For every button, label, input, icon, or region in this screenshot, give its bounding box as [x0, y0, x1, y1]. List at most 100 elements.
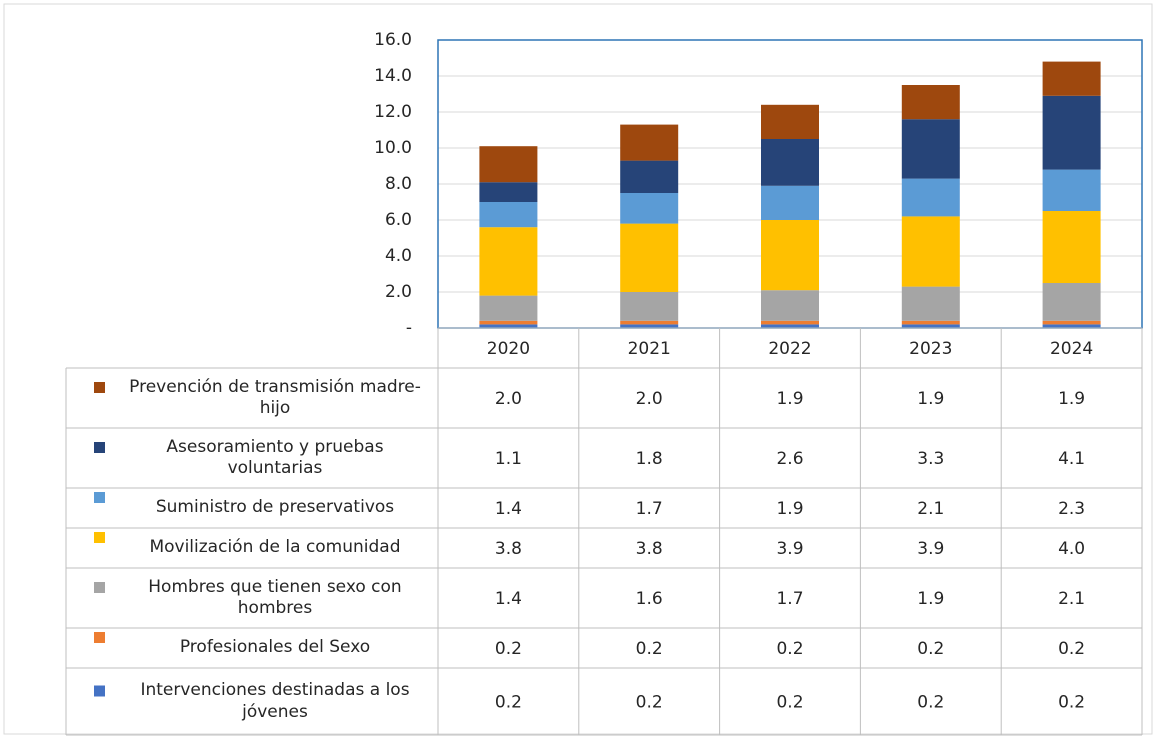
bar-segment	[620, 160, 679, 193]
table-value: 1.4	[495, 499, 522, 519]
table-value: 3.3	[917, 449, 944, 469]
bar-segment	[1042, 61, 1101, 96]
bar-segment	[761, 290, 819, 321]
legend-marker	[94, 442, 105, 453]
y-tick-label: 14.0	[374, 66, 412, 86]
bar-segment	[761, 324, 819, 328]
x-tick-label: 2023	[909, 339, 952, 359]
y-tick-label: -	[406, 318, 412, 338]
bar-segment	[620, 320, 679, 325]
legend-marker	[94, 582, 105, 593]
bar-segment	[901, 324, 960, 328]
bar-segment	[479, 295, 538, 321]
x-tick-label: 2022	[768, 339, 811, 359]
bar-segment	[1042, 320, 1101, 325]
bar-segment	[1042, 283, 1101, 321]
x-tick-label: 2021	[628, 339, 671, 359]
legend-label: Profesionales del Sexo	[179, 637, 371, 658]
bar-segment	[620, 223, 679, 292]
bar-segment	[479, 202, 538, 228]
bar-segment	[761, 185, 819, 220]
bar-segment	[901, 119, 960, 179]
x-tick-label: 2024	[1050, 339, 1093, 359]
legend-label-box: Suministro de preservativos	[155, 497, 395, 518]
table-value: 0.2	[636, 693, 663, 713]
bar-segment	[761, 104, 819, 139]
legend-marker	[94, 492, 105, 503]
table-value: 1.9	[776, 389, 803, 409]
bar-segment	[1042, 95, 1101, 170]
bar-segment	[620, 124, 679, 161]
y-tick-label: 8.0	[385, 174, 412, 194]
table-value: 1.9	[917, 589, 944, 609]
table-value: 1.4	[495, 589, 522, 609]
table-value: 3.8	[495, 539, 522, 559]
y-tick-label: 2.0	[385, 282, 412, 302]
bar-segment	[901, 320, 960, 325]
bar-segment	[1042, 169, 1101, 211]
frame	[3, 3, 1153, 735]
legend-marker	[94, 532, 105, 543]
table-value: 2.3	[1058, 499, 1085, 519]
bar-segment	[901, 216, 960, 287]
y-tick-label: 12.0	[374, 102, 412, 122]
bar-segment	[761, 320, 819, 325]
bar-segment	[620, 292, 679, 321]
bar-segment	[761, 220, 819, 291]
table-value: 1.7	[636, 499, 663, 519]
table-value: 3.9	[776, 539, 803, 559]
bar-segment	[479, 320, 538, 325]
legend-label-box: Hombres que tienen sexo con hombres	[148, 576, 402, 618]
legend-label: Prevención de transmisión madre-hijo	[129, 376, 421, 418]
table-value: 2.1	[1058, 589, 1085, 609]
bar-segment	[761, 139, 819, 186]
legend-marker	[94, 632, 105, 643]
legend-marker	[94, 685, 105, 697]
table-value: 2.6	[776, 449, 803, 469]
bar-segment	[479, 227, 538, 296]
table-value: 0.2	[495, 693, 522, 713]
table-value: 0.2	[776, 639, 803, 659]
table-value: 0.2	[917, 693, 944, 713]
bar-segment	[901, 178, 960, 217]
table-value: 2.1	[917, 499, 944, 519]
table-value: 1.8	[636, 449, 663, 469]
x-tick-label: 2020	[487, 339, 530, 359]
y-tick-label: 4.0	[385, 246, 412, 266]
bar-segment	[1042, 324, 1101, 328]
bar-segment	[1042, 211, 1101, 283]
table-value: 1.9	[1058, 389, 1085, 409]
legend-label: Hombres que tienen sexo con hombres	[148, 576, 402, 618]
bar-segment	[901, 286, 960, 321]
table-value: 3.9	[917, 539, 944, 559]
table-value: 3.8	[636, 539, 663, 559]
legend-label: Suministro de preservativos	[155, 497, 395, 518]
bar-segment	[620, 324, 679, 328]
bar-segment	[479, 146, 538, 183]
y-tick-label: 16.0	[374, 30, 412, 50]
y-tick-label: 6.0	[385, 210, 412, 230]
bar-segment	[901, 85, 960, 120]
table-value: 4.1	[1058, 449, 1085, 469]
legend-label-box: Asesoramiento y pruebas voluntarias	[166, 436, 384, 478]
table-value: 2.0	[495, 389, 522, 409]
table-value: 4.0	[1058, 539, 1085, 559]
table-value: 1.1	[495, 449, 522, 469]
table-value: 0.2	[1058, 693, 1085, 713]
legend-label: Intervenciones destinadas a los jóvenes	[140, 680, 410, 722]
table-value: 1.9	[776, 499, 803, 519]
legend-label-box: Profesionales del Sexo	[179, 637, 371, 658]
table-value: 0.2	[495, 639, 522, 659]
legend-label-box: Intervenciones destinadas a los jóvenes	[140, 680, 410, 722]
table-value: 0.2	[1058, 639, 1085, 659]
table-value: 0.2	[917, 639, 944, 659]
table-value: 1.6	[636, 589, 663, 609]
legend-label: Movilización de la comunidad	[149, 537, 401, 558]
legend-label: Asesoramiento y pruebas voluntarias	[166, 436, 384, 478]
y-tick-label: 10.0	[374, 138, 412, 158]
table-value: 1.7	[776, 589, 803, 609]
legend-label-box: Movilización de la comunidad	[149, 537, 401, 558]
legend-marker	[94, 382, 105, 393]
table-value: 1.9	[917, 389, 944, 409]
